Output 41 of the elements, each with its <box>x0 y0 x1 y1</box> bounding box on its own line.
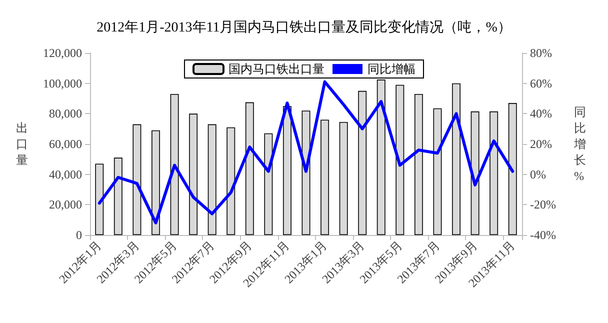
legend-label: 国内马口铁出口量 <box>228 62 324 76</box>
y-axis-title: 出口量 <box>16 121 28 167</box>
bar <box>132 124 142 235</box>
y-tick-label: 40,000 <box>49 167 82 182</box>
bar <box>320 120 330 235</box>
bar <box>414 94 423 235</box>
bar <box>339 122 348 235</box>
y-tick-label: 60,000 <box>49 137 82 151</box>
bar <box>358 90 367 235</box>
y-tick-label: 20,000 <box>49 198 82 212</box>
bar <box>189 114 198 235</box>
y2-tick-label: 0% <box>530 167 546 182</box>
bar <box>245 102 254 235</box>
y2-tick-label: -40% <box>530 228 556 242</box>
legend-label: 同比增幅 <box>368 62 416 76</box>
y2-tick-label: 40% <box>530 106 552 121</box>
line-series <box>98 80 514 224</box>
bar <box>208 124 216 235</box>
y2-axis-title: 同比增长% <box>573 105 586 183</box>
bar <box>490 111 498 235</box>
bar <box>226 127 236 235</box>
bar <box>508 103 517 235</box>
y-tick-label: 80,000 <box>49 106 82 121</box>
bar <box>114 158 122 235</box>
y2-tick-label: 60% <box>530 76 552 90</box>
y-tick-label: 120,000 <box>43 46 82 60</box>
bar <box>396 84 404 235</box>
y2-tick-label: -20% <box>530 198 556 212</box>
y2-tick-label: 80% <box>530 46 552 60</box>
bar <box>452 83 460 235</box>
bar <box>170 94 179 235</box>
y2-tick-label: 20% <box>530 137 552 151</box>
bar <box>95 164 104 235</box>
y-tick-label: 0 <box>76 228 82 242</box>
bar <box>282 106 292 235</box>
bar <box>264 133 273 235</box>
chart-title: 2012年1月-2013年11月国内马口铁出口量及同比变化情况（吨，%） <box>96 20 512 36</box>
y-tick-label: 100,000 <box>43 76 82 90</box>
bar <box>470 111 480 235</box>
bar <box>152 130 160 235</box>
bar <box>433 108 442 235</box>
